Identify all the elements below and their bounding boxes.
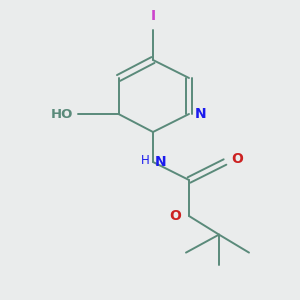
Text: H: H <box>141 154 150 167</box>
Text: I: I <box>150 9 156 23</box>
Text: N: N <box>195 107 207 121</box>
Text: HO: HO <box>51 107 74 121</box>
Text: O: O <box>231 152 243 166</box>
Text: N: N <box>154 155 166 169</box>
Text: O: O <box>169 209 181 223</box>
